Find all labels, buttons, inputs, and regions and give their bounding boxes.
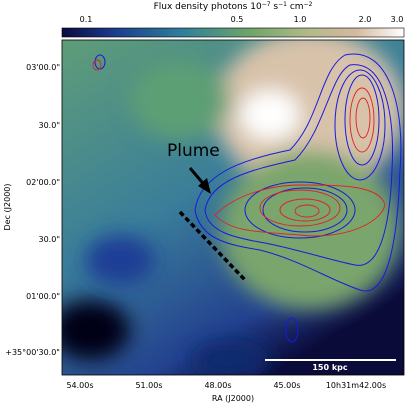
colorbar-tick: 2.0 <box>359 15 372 24</box>
y-tick-label: 03'00.0" <box>26 63 60 72</box>
colorbar-title: Flux density photons 10−7 s−1 cm−2 <box>154 1 313 12</box>
y-tick-label: 02'00.0" <box>26 178 60 187</box>
image: Plume 150 kpc <box>62 40 404 375</box>
blue-contours <box>94 53 402 343</box>
x-tick-label: 45.00s <box>273 381 300 390</box>
y-axis-label: Dec (J2000) <box>3 184 12 231</box>
x-tick-label: 51.00s <box>135 381 162 390</box>
y-tick-label: 30.0" <box>39 235 61 244</box>
y-tick-label: 01'00.0" <box>26 292 60 301</box>
colorbar-tick: 3.0 <box>391 15 404 24</box>
colorbar-tick: 0.5 <box>231 15 244 24</box>
frame <box>61 39 405 376</box>
x-tick-label: 54.00s <box>66 381 93 390</box>
red-contours <box>92 59 386 237</box>
arrow-head <box>198 178 211 194</box>
x-tick-label: 10h31m42.00s <box>326 381 386 390</box>
colorbar-tick: 1.0 <box>294 15 307 24</box>
x-axis-label: RA (J2000) <box>212 394 254 403</box>
y-tick-label: +35°00'30.0" <box>5 348 60 357</box>
colorbar-tick: 0.1 <box>80 15 93 24</box>
y-tick-label: 30.0" <box>39 121 61 130</box>
plume-label: Plume <box>167 141 220 161</box>
colorbar <box>61 27 405 38</box>
scale-bar-label: 150 kpc <box>312 363 348 372</box>
x-tick-label: 48.00s <box>204 381 231 390</box>
